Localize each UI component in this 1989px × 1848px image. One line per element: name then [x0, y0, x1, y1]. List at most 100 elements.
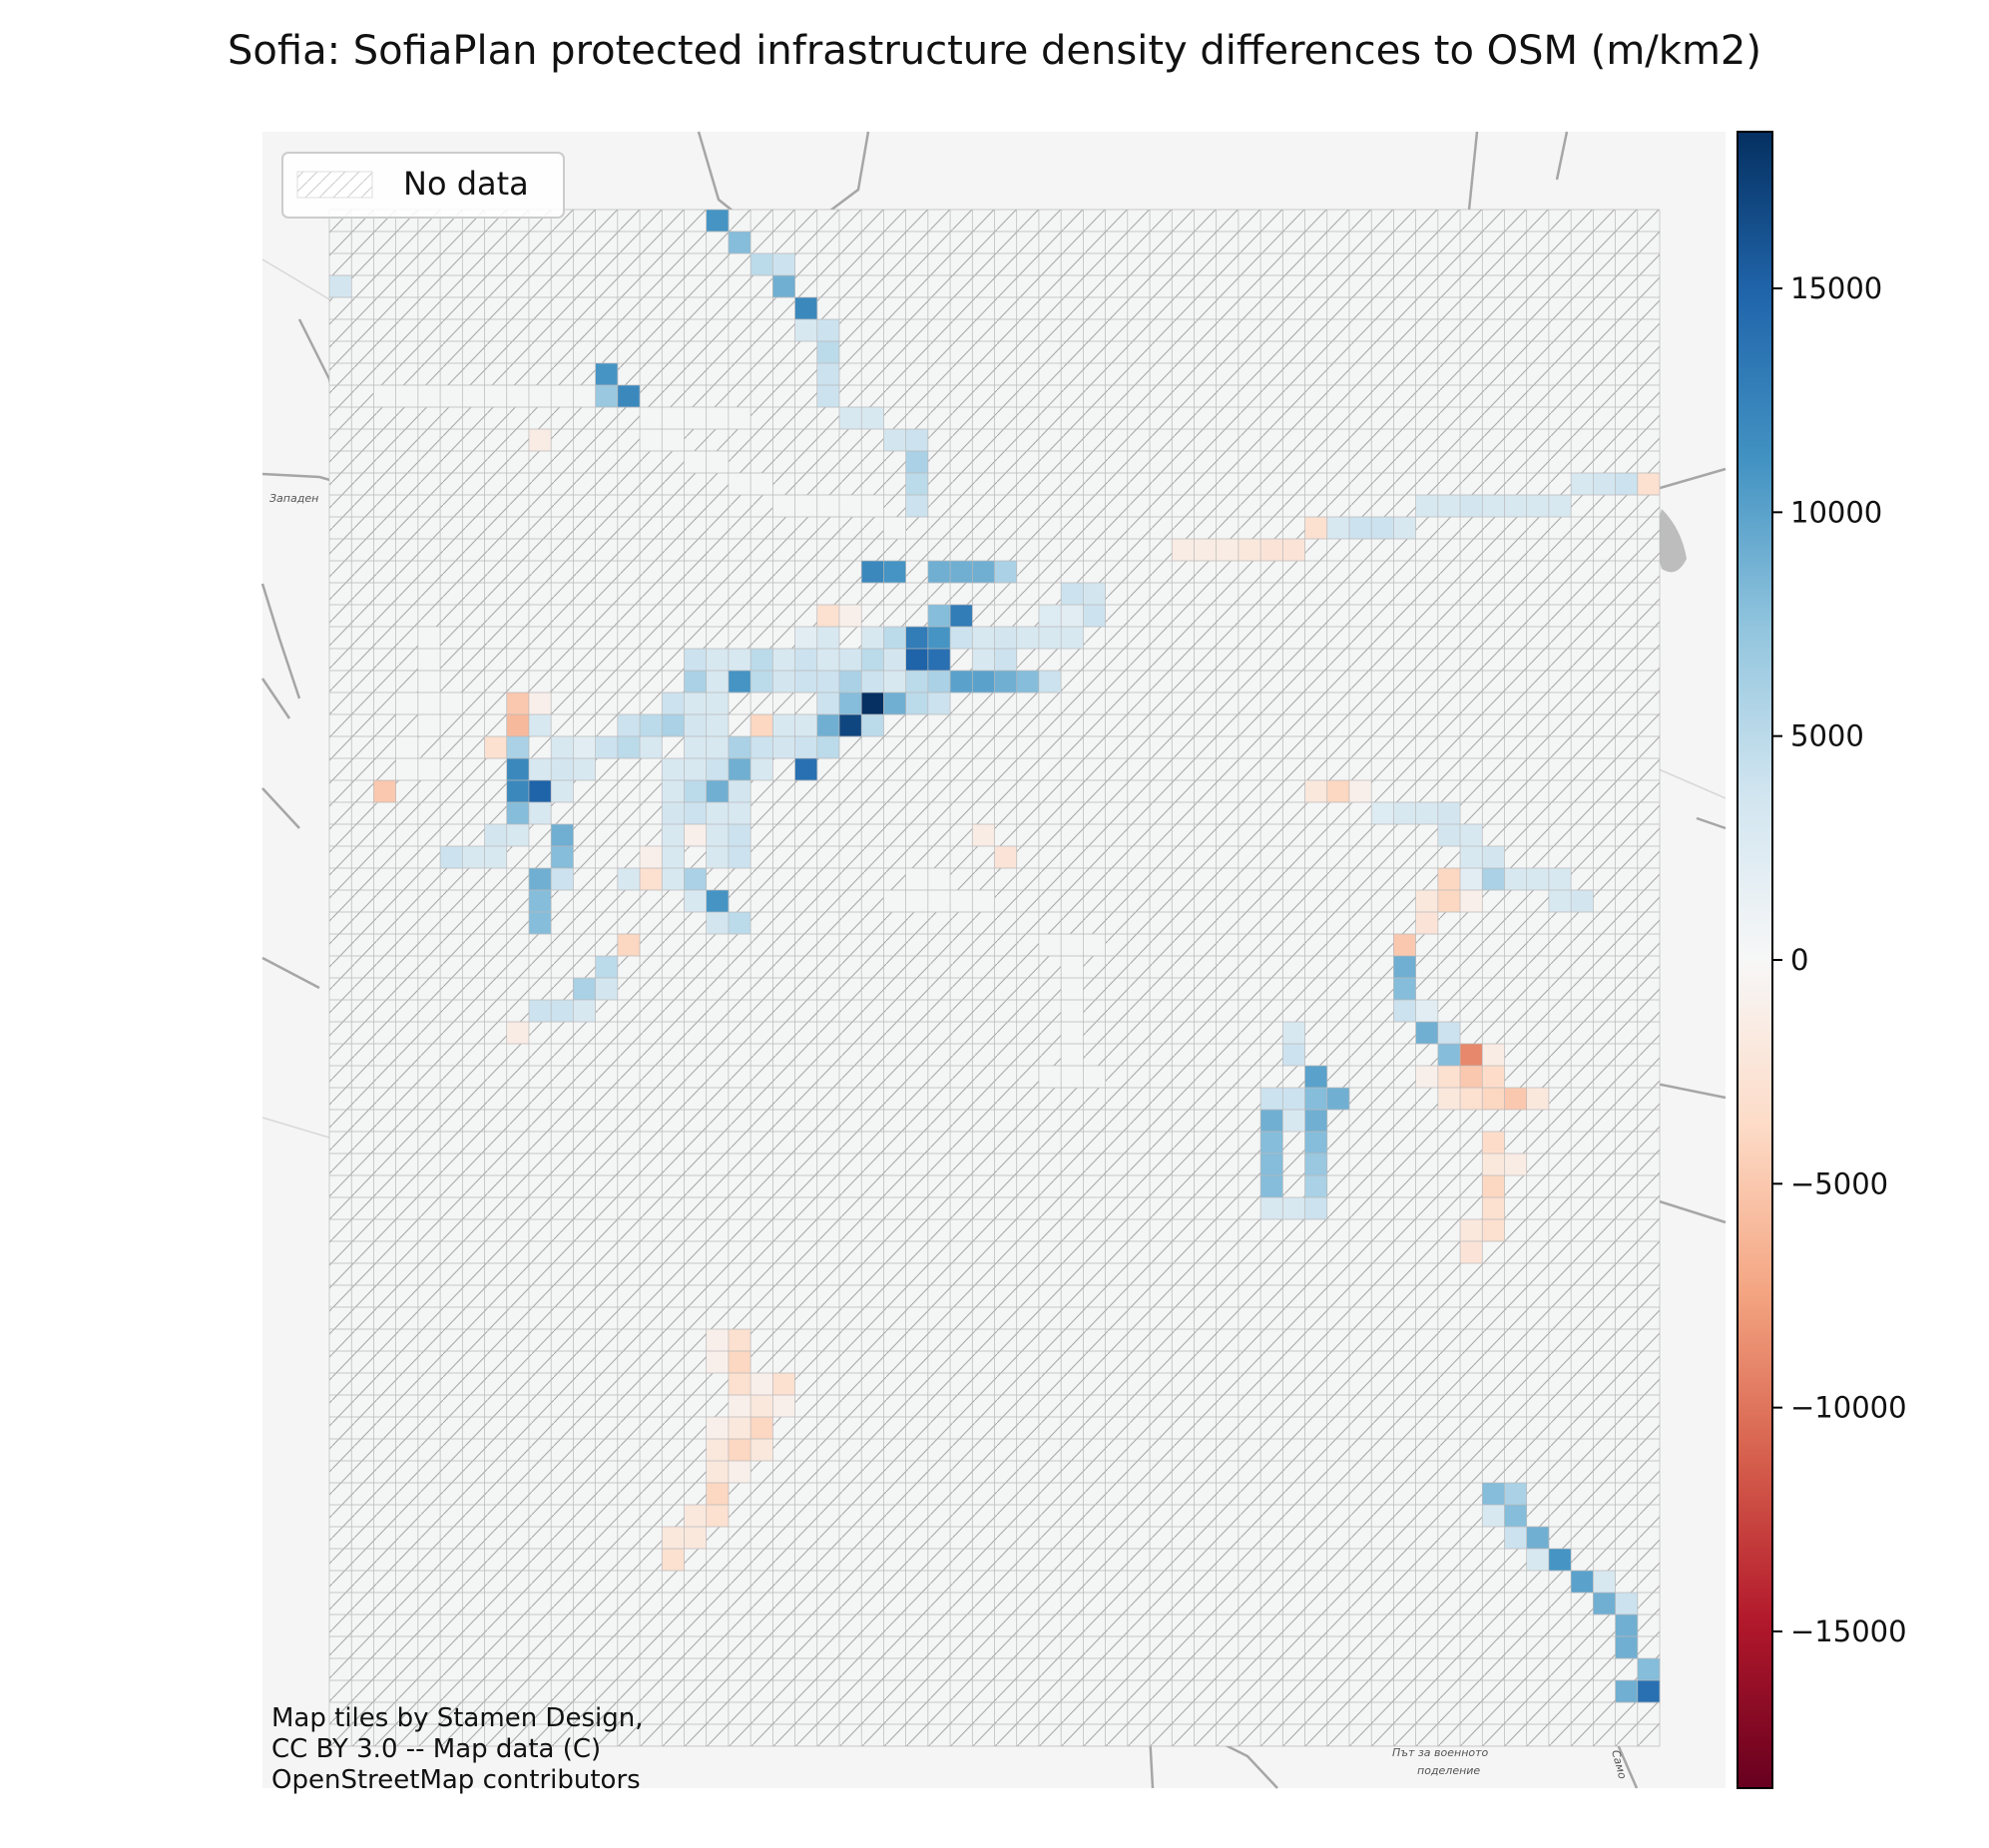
colorbar-tick-label: −5000: [1790, 1166, 1888, 1200]
empty-cell: [1061, 1044, 1084, 1067]
density-cell: [905, 473, 929, 496]
attribution-line-1: Map tiles by Stamen Design,: [271, 1703, 643, 1733]
density-cell: [728, 231, 751, 254]
density-cell: [950, 671, 973, 693]
density-cell: [595, 363, 619, 386]
density-cell: [1282, 539, 1305, 562]
density-cell: [750, 1373, 773, 1396]
legend: No data: [281, 152, 565, 219]
density-cell: [484, 824, 508, 847]
density-cell: [706, 649, 730, 672]
empty-cell: [373, 385, 396, 408]
density-cell: [595, 978, 619, 1001]
density-cell: [905, 671, 929, 693]
density-cell: [528, 1000, 552, 1023]
empty-cell: [794, 495, 818, 518]
density-cell: [772, 736, 795, 759]
empty-cell: [662, 429, 685, 452]
density-cell: [750, 1395, 773, 1418]
density-cell: [838, 671, 862, 693]
density-cell: [1260, 539, 1283, 562]
density-cell: [506, 714, 530, 737]
density-cell: [1304, 1132, 1328, 1155]
density-cell: [573, 758, 596, 781]
density-cell: [684, 868, 707, 891]
density-cell: [1460, 868, 1483, 891]
density-cell: [662, 780, 685, 803]
density-cell: [1304, 1088, 1328, 1111]
density-cell: [861, 627, 884, 650]
empty-cell: [417, 758, 441, 781]
density-cell: [1504, 1088, 1527, 1111]
density-cell: [528, 714, 552, 737]
attribution: Map tiles by Stamen Design, CC BY 3.0 --…: [271, 1703, 643, 1795]
density-cell: [1260, 1088, 1283, 1111]
density-cell: [706, 671, 730, 693]
density-cell: [1393, 956, 1416, 979]
empty-cell: [1061, 978, 1084, 1001]
density-cell: [528, 912, 552, 935]
grid-lines: [328, 209, 1661, 1747]
density-cell: [617, 385, 641, 408]
density-cell: [927, 649, 951, 672]
density-cell: [1482, 1132, 1505, 1155]
density-cell: [684, 1505, 707, 1528]
density-cell: [684, 736, 707, 759]
empty-cell: [1061, 1022, 1084, 1045]
density-cell: [927, 693, 951, 715]
empty-cell: [484, 385, 508, 408]
density-cell: [1615, 473, 1639, 496]
density-cell: [1437, 1022, 1461, 1045]
density-cell: [1260, 1197, 1283, 1220]
density-cell: [1083, 583, 1106, 606]
density-cell: [816, 385, 840, 408]
empty-cell: [1061, 956, 1084, 979]
empty-cell: [1061, 1066, 1084, 1089]
density-cell: [950, 605, 973, 628]
density-cell: [1437, 868, 1461, 891]
density-cell: [706, 1351, 730, 1374]
density-cell: [506, 802, 530, 825]
density-cell: [551, 780, 574, 803]
density-cell: [927, 671, 951, 693]
density-cell: [1482, 1175, 1505, 1198]
legend-label: No data: [403, 165, 529, 203]
density-cell: [728, 824, 751, 847]
density-cell: [1437, 890, 1461, 913]
density-cell: [617, 714, 641, 737]
density-cell: [1615, 1680, 1639, 1703]
density-cell: [684, 671, 707, 693]
density-cell: [816, 341, 840, 364]
density-cell: [794, 758, 818, 781]
colorbar-tick-label: −15000: [1790, 1615, 1907, 1648]
density-cell: [794, 297, 818, 320]
empty-cell: [1061, 1000, 1084, 1023]
colorbar-gradient: [1737, 131, 1773, 1789]
density-cell: [506, 1022, 530, 1045]
density-cell: [1526, 1527, 1550, 1550]
density-cell: [883, 429, 906, 452]
density-cell: [1637, 473, 1661, 496]
density-cell: [1415, 1000, 1439, 1023]
density-cell: [1393, 934, 1416, 957]
density-cell: [1526, 1088, 1550, 1111]
colorbar-tick-label: 10000: [1790, 495, 1882, 529]
density-cell: [861, 714, 884, 737]
empty-cell: [1038, 1066, 1062, 1089]
density-cell: [684, 1527, 707, 1550]
density-cell: [684, 780, 707, 803]
density-cell: [994, 671, 1018, 693]
density-cell: [728, 1351, 751, 1374]
density-cell: [706, 846, 730, 869]
place-label-west: Западен: [269, 492, 318, 505]
density-cell: [706, 736, 730, 759]
colorbar-tick-label: 15000: [1790, 271, 1882, 305]
density-cell: [706, 1439, 730, 1462]
density-cell: [750, 649, 773, 672]
density-cell: [706, 780, 730, 803]
density-cell: [728, 1329, 751, 1352]
empty-cell: [684, 407, 707, 430]
density-cell: [838, 693, 862, 715]
empty-cell: [506, 385, 530, 408]
density-cell: [1393, 802, 1416, 825]
